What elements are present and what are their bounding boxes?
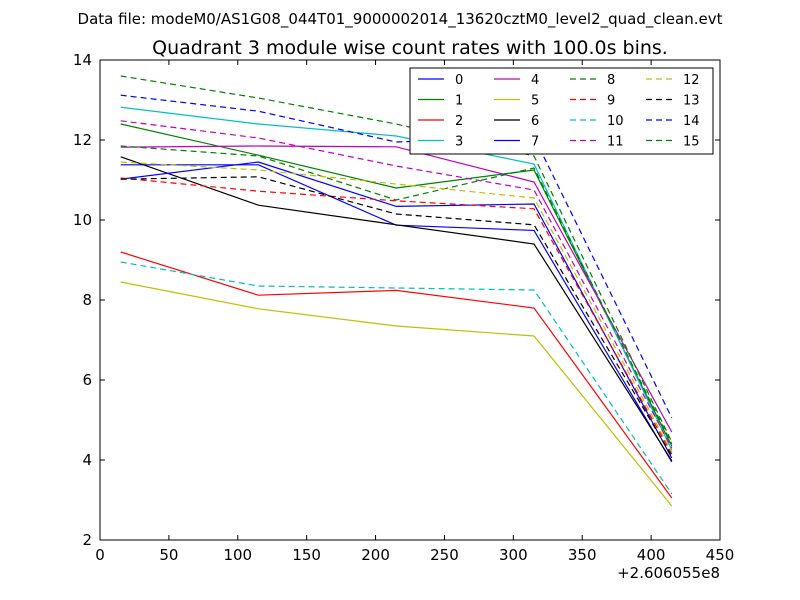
x-tick-label: 250: [430, 546, 459, 564]
legend-label-14: 14: [683, 114, 700, 129]
legend-label-9: 9: [607, 94, 615, 109]
x-tick-label: 50: [159, 546, 178, 564]
legend-label-15: 15: [683, 135, 700, 150]
series-line-2: [120, 251, 673, 499]
legend-label-8: 8: [607, 73, 615, 88]
x-tick-label: 300: [499, 546, 528, 564]
x-tick-label: 200: [361, 546, 390, 564]
legend-label-12: 12: [683, 73, 700, 88]
series-line-14: [120, 94, 673, 419]
legend-label-6: 6: [531, 114, 539, 129]
series-line-4: [120, 145, 673, 433]
series-layer: [120, 75, 673, 507]
legend-label-5: 5: [531, 94, 539, 109]
y-tick-label: 2: [82, 531, 92, 549]
x-tick-label: 400: [637, 546, 666, 564]
series-line-3: [120, 106, 673, 451]
chart-title: Quadrant 3 module wise count rates with …: [152, 37, 668, 59]
series-line-8: [120, 145, 673, 445]
legend-label-1: 1: [455, 94, 463, 109]
series-line-1: [120, 123, 673, 447]
legend-label-2: 2: [455, 114, 463, 129]
legend-box: [409, 67, 714, 155]
legend-label-13: 13: [683, 94, 700, 109]
series-line-5: [120, 281, 673, 507]
x-offset-label: +2.606055e8: [617, 564, 720, 582]
y-tick-label: 4: [82, 451, 92, 469]
x-tick-label: 150: [292, 546, 321, 564]
legend-label-7: 7: [531, 135, 539, 150]
x-axis: 0 50 100 150 200 250 300 350 400 450: [95, 60, 734, 564]
series-line-9: [120, 177, 673, 455]
x-tick-label: 450: [706, 546, 735, 564]
series-line-6: [120, 156, 673, 462]
y-tick-label: 6: [82, 371, 92, 389]
series-line-15: [120, 75, 673, 443]
x-tick-label: 100: [223, 546, 252, 564]
legend-label-0: 0: [455, 73, 463, 88]
series-line-11: [120, 120, 673, 449]
y-tick-label: 8: [82, 291, 92, 309]
y-tick-label: 14: [73, 51, 92, 69]
legend-label-4: 4: [531, 73, 539, 88]
legend-label-11: 11: [607, 135, 624, 150]
data-file-suptitle: Data file: modeM0/AS1G08_044T01_90000020…: [78, 10, 723, 29]
series-line-10: [120, 261, 673, 495]
y-tick-label: 10: [73, 211, 92, 229]
y-tick-label: 12: [73, 131, 92, 149]
legend-label-10: 10: [607, 114, 624, 129]
series-line-12: [120, 161, 673, 453]
series-line-13: [120, 176, 673, 457]
x-tick-label: 350: [568, 546, 597, 564]
x-tick-label: 0: [95, 546, 105, 564]
legend-label-3: 3: [455, 135, 463, 150]
